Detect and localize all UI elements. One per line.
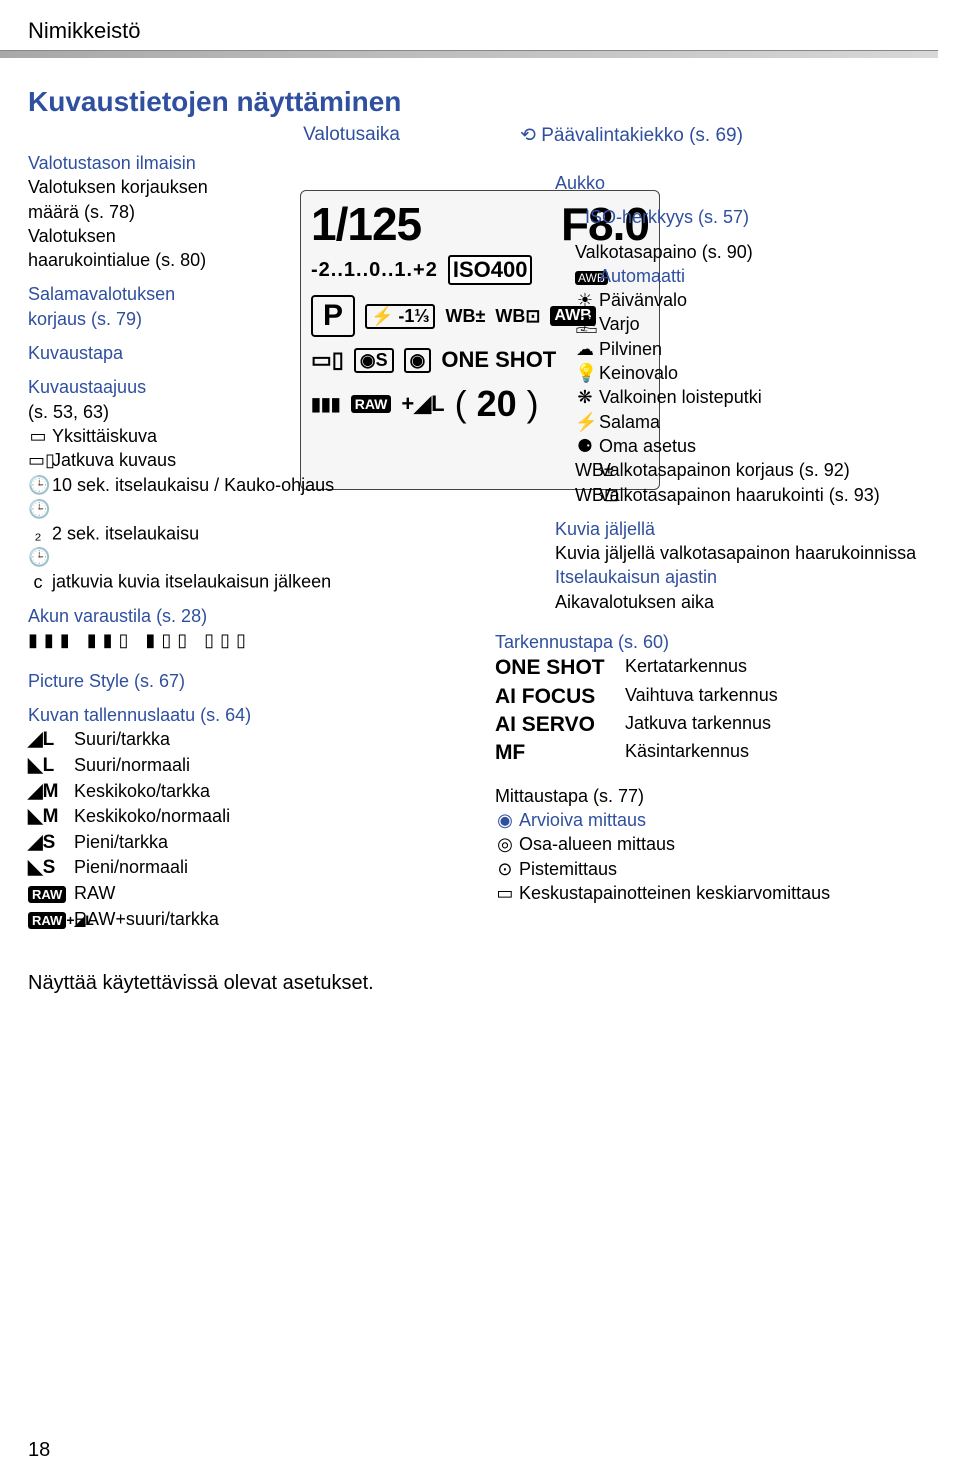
- wb-item: WB⊡Valkotasapainon haarukointi (s. 93): [575, 483, 932, 507]
- wb-item: ⚡Salama: [575, 410, 932, 434]
- quality-row: ◣MKeskikoko/normaali: [28, 804, 475, 830]
- drive-item: ▭Yksittäiskuva: [28, 424, 475, 448]
- drive-item: 🕒cjatkuvia kuvia itselaukaisun jälkeen: [28, 545, 475, 594]
- top-label-left: Valotusaika: [28, 124, 480, 151]
- dial-icon: ⟲: [520, 125, 541, 146]
- metering-row: ⊙Pistemittaus: [495, 857, 932, 881]
- quality-row: ◢LSuuri/tarkka: [28, 727, 475, 753]
- iso-label: ISO-herkkyys (s. 57): [495, 205, 932, 229]
- image-quality: Kuvan tallennuslaatu (s. 64) ◢LSuuri/tar…: [28, 703, 475, 932]
- af-row: ONE SHOTKertatarkennus: [495, 654, 932, 682]
- metering-row: ▭Keskustapainotteinen keskiarvomittaus: [495, 881, 932, 905]
- drive-item: 🕒₂2 sek. itselaukaisu: [28, 497, 475, 546]
- af-row: AI FOCUSVaihtuva tarkennus: [495, 683, 932, 711]
- quality-row: RAW+◢LRAW+suuri/tarkka: [28, 907, 475, 933]
- main-title: Kuvaustietojen näyttäminen: [0, 58, 960, 124]
- metering-mode: Mittaustapa (s. 77) ◉Arvioiva mittaus◎Os…: [495, 784, 932, 905]
- white-balance: Valkotasapaino (s. 90) AWBAutomaatti☀Päi…: [495, 240, 932, 507]
- flash-comp: Salamavalotuksen korjaus (s. 79): [28, 282, 475, 331]
- wb-item: AWBAutomaatti: [575, 264, 932, 288]
- drive-item: ▭▯Jatkuva kuvaus: [28, 448, 475, 472]
- picture-style: Picture Style (s. 67): [28, 669, 475, 693]
- quality-row: ◢MKeskikoko/tarkka: [28, 779, 475, 805]
- wb-item: ⛱Varjo: [575, 312, 932, 336]
- top-label-right: ⟲ Päävalintakiekko (s. 69): [480, 124, 932, 151]
- af-row: AI SERVOJatkuva tarkennus: [495, 711, 932, 739]
- shoot-mode: Kuvaustapa: [28, 341, 475, 365]
- shots-remaining: Kuvia jäljellä Kuvia jäljellä valkotasap…: [495, 517, 932, 614]
- exposure-indicator: Valotustason ilmaisin Valotuksen korjauk…: [28, 151, 475, 272]
- metering-row: ◎Osa-alueen mittaus: [495, 832, 932, 856]
- battery-level: Akun varaustila (s. 28) ▮▮▮ ▮▮▯ ▮▯▯ ▯▯▯: [28, 604, 475, 653]
- wb-item: WB±Valkotasapainon korjaus (s. 92): [575, 458, 932, 482]
- page-header: Nimikkeistö: [0, 0, 960, 50]
- af-row: MFKäsintarkennus: [495, 739, 932, 767]
- aperture-label: Aukko: [495, 151, 932, 195]
- wb-item: ☀Päivänvalo: [575, 288, 932, 312]
- metering-row: ◉Arvioiva mittaus: [495, 808, 932, 832]
- drive-mode: Kuvaustaajuus (s. 53, 63) ▭Yksittäiskuva…: [28, 375, 475, 594]
- af-mode: Tarkennustapa (s. 60) ONE SHOTKertatarke…: [495, 630, 932, 768]
- quality-row: ◣SPieni/normaali: [28, 855, 475, 881]
- quality-row: RAWRAW: [28, 881, 475, 907]
- header-rule: [0, 50, 938, 58]
- drive-item: 🕒10 sek. itselaukaisu / Kauko-ohjaus: [28, 473, 475, 497]
- wb-item: 💡Keinovalo: [575, 361, 932, 385]
- footer-note: Näyttää käytettävissä olevat asetukset.: [0, 942, 960, 995]
- page-number: 18: [28, 1439, 50, 1462]
- quality-row: ◣LSuuri/normaali: [28, 753, 475, 779]
- wb-item: ⚈Oma asetus: [575, 434, 932, 458]
- wb-item: ☁Pilvinen: [575, 337, 932, 361]
- wb-item: ❋Valkoinen loisteputki: [575, 385, 932, 409]
- quality-row: ◢SPieni/tarkka: [28, 830, 475, 856]
